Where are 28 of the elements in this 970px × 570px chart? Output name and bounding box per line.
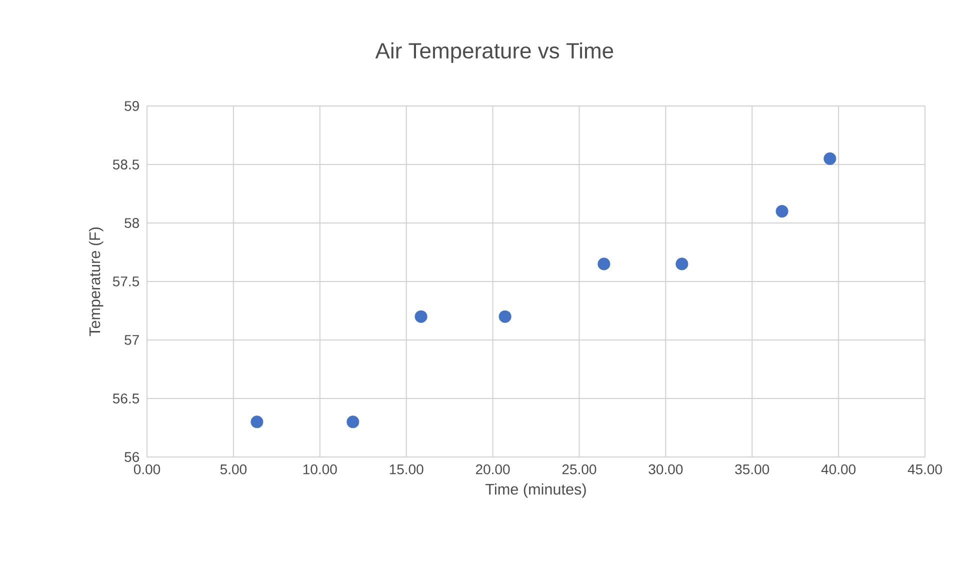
point xyxy=(498,310,512,323)
point xyxy=(776,205,788,218)
x-tick-label: 45.00 xyxy=(908,464,942,474)
point xyxy=(250,416,264,428)
x-tick-label: 10.00 xyxy=(303,464,337,474)
y-tick-label: 58 xyxy=(124,218,140,228)
x-tick-label: 35.00 xyxy=(735,464,770,474)
point xyxy=(414,310,428,323)
y-tick-label: 58.5 xyxy=(112,160,140,170)
y-tick-label: 56.5 xyxy=(112,394,140,404)
y-tick-label: 59 xyxy=(124,101,139,111)
x-tick-label: 15.00 xyxy=(390,464,424,474)
x-tick-label: 25.00 xyxy=(562,464,596,474)
y-tick-label: 57.5 xyxy=(112,276,140,286)
x-tick-label: 40.00 xyxy=(821,464,856,474)
chart-title: Air Temperature vs Time xyxy=(375,42,614,63)
y-tick-label: 57 xyxy=(124,335,139,345)
x-tick-label: 5.00 xyxy=(220,464,247,474)
point xyxy=(346,416,360,428)
x-axis-title: Time (minutes) xyxy=(486,483,586,498)
point xyxy=(824,152,836,165)
x-tick-label: 30.00 xyxy=(648,464,683,474)
y-axis-title: Temperature (F) xyxy=(88,227,104,336)
point xyxy=(676,258,688,270)
point xyxy=(598,258,610,270)
x-tick-label: 20.00 xyxy=(476,464,510,474)
y-tick-label: 56 xyxy=(124,452,140,462)
x-tick-label: 0.00 xyxy=(134,464,160,474)
